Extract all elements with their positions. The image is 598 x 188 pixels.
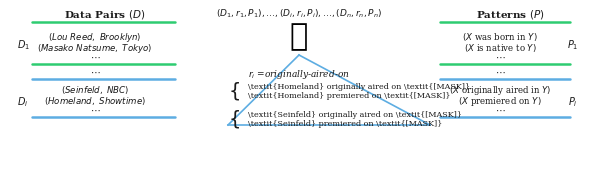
- Text: $D_1$: $D_1$: [17, 38, 30, 52]
- Text: $P_i$: $P_i$: [568, 95, 578, 109]
- Text: \textit{Homeland} premiered on \textit{[MASK]}: \textit{Homeland} premiered on \textit{[…: [248, 92, 450, 100]
- Text: $(Lou\ Reed,\ Brooklyn)$: $(Lou\ Reed,\ Brooklyn)$: [48, 31, 142, 44]
- Text: $P_1$: $P_1$: [566, 38, 578, 52]
- Text: $(Masako\ Natsume,\ Tokyo)$: $(Masako\ Natsume,\ Tokyo)$: [37, 42, 152, 55]
- Text: $\{$: $\{$: [228, 80, 240, 102]
- Text: $(X$ premiered on $Y)$: $(X$ premiered on $Y)$: [458, 95, 542, 108]
- Text: \textit{Seinfeld} premiered on \textit{[MASK]}: \textit{Seinfeld} premiered on \textit{[…: [248, 120, 443, 128]
- Text: $(X$ was born in $Y)$: $(X$ was born in $Y)$: [462, 31, 538, 43]
- Text: $(Seinfeld,\ NBC)$: $(Seinfeld,\ NBC)$: [61, 84, 129, 96]
- Text: Patterns $(P)$: Patterns $(P)$: [475, 8, 544, 21]
- Text: $D_i$: $D_i$: [17, 95, 28, 109]
- Text: $\cdots$: $\cdots$: [90, 68, 100, 77]
- Text: $(Homeland,\ Showtime)$: $(Homeland,\ Showtime)$: [44, 95, 146, 107]
- Text: $\cdots$: $\cdots$: [90, 53, 100, 62]
- Text: $(X$ originally aired in $Y)$: $(X$ originally aired in $Y)$: [448, 84, 551, 97]
- Text: $\cdots$: $\cdots$: [495, 53, 505, 62]
- Text: $(X$ is native to $Y)$: $(X$ is native to $Y)$: [463, 42, 536, 54]
- Text: $\cdots$: $\cdots$: [495, 68, 505, 77]
- Text: $r_i$ =originally-aired-on: $r_i$ =originally-aired-on: [248, 68, 350, 81]
- Text: $\cdots$: $\cdots$: [90, 106, 100, 115]
- Text: \textit{Seinfeld} originally aired on \textit{[MASK]}: \textit{Seinfeld} originally aired on \t…: [248, 111, 462, 119]
- Text: 🕵️: 🕵️: [290, 22, 308, 51]
- Text: Data Pairs $(D)$: Data Pairs $(D)$: [65, 8, 146, 21]
- Text: $(D_1, r_1, P_1), \ldots, (D_i, r_i, P_i), \ldots, (D_n, r_n, P_n)$: $(D_1, r_1, P_1), \ldots, (D_i, r_i, P_i…: [216, 8, 382, 20]
- Text: $\{$: $\{$: [228, 108, 240, 130]
- Text: $\cdots$: $\cdots$: [495, 106, 505, 115]
- Text: \textit{Homeland} originally aired on \textit{[MASK]}: \textit{Homeland} originally aired on \t…: [248, 83, 470, 91]
